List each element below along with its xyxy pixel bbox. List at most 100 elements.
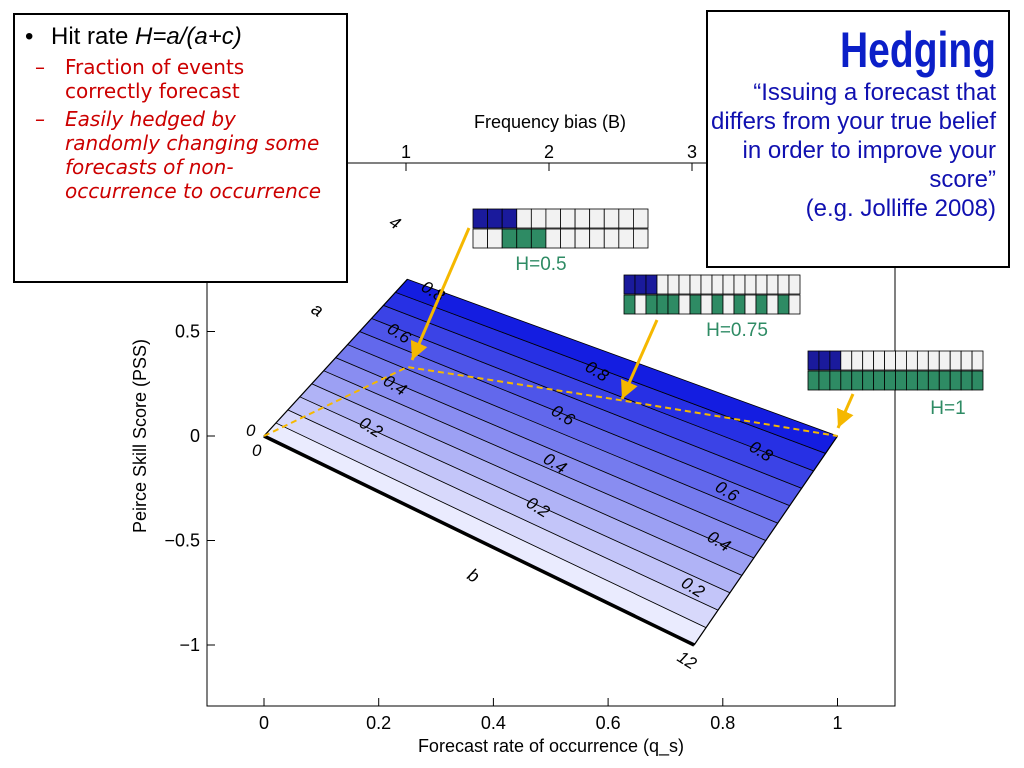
hedging-quote: “Issuing a forecast that differs from yo… — [710, 79, 996, 193]
top-tick-label: 3 — [687, 142, 697, 162]
panel-cell-top — [733, 274, 746, 295]
panel-cell-bottom — [574, 228, 591, 249]
panel-cell-bottom — [884, 370, 896, 391]
panel-cell-top — [777, 274, 790, 295]
panel-cell-bottom — [501, 228, 518, 249]
panel-cell-top — [634, 274, 647, 295]
panel-cell-top — [971, 350, 984, 371]
panel-cell-top — [656, 274, 669, 295]
panel-cell-top — [645, 274, 658, 295]
panel-cell-bottom — [949, 370, 962, 391]
panel-cell-bottom — [618, 228, 634, 249]
top-axis-label: Frequency bias (B) — [474, 112, 626, 132]
panel-cell-top — [927, 350, 940, 371]
corner-label-b: b — [464, 564, 483, 586]
sub-bullet-1: – Fraction of events correctly forecast — [25, 55, 336, 103]
panel-cell-bottom — [766, 294, 779, 315]
panel-cell-top — [862, 350, 875, 371]
panel-cell-top — [722, 274, 735, 295]
panel-cell-bottom — [516, 228, 532, 249]
panel-cell-top — [851, 350, 864, 371]
panel-cell-bottom — [788, 294, 801, 315]
sub-bullet-2: – Easily hedged by randomly changing some… — [25, 107, 336, 203]
panel-cell-bottom — [916, 370, 929, 391]
forecast-panel: H=1 — [807, 350, 984, 419]
panel-cell-top — [873, 350, 885, 371]
panel-cell-bottom — [927, 370, 940, 391]
corner-label-four: 4 — [386, 212, 404, 233]
panel-cell-bottom — [755, 294, 768, 315]
panel-cell-top — [516, 208, 532, 229]
panel-cell-bottom — [603, 228, 620, 249]
x-tick-label: 0.8 — [710, 713, 735, 733]
panel-cell-top — [711, 274, 724, 295]
forecast-panel: H=0.5 — [472, 208, 649, 275]
edge-left — [263, 278, 408, 437]
panel-cell-top — [949, 350, 962, 371]
forecast-panel: H=0.75 — [623, 274, 801, 341]
panel-cell-top — [589, 208, 605, 229]
panel-cell-top — [938, 350, 951, 371]
panel-cell-top — [472, 208, 488, 229]
corner-label-a: a — [308, 298, 327, 320]
panel-cell-bottom — [711, 294, 724, 315]
contour-bands — [263, 278, 839, 646]
panel-cell-bottom — [862, 370, 875, 391]
panel-cell-bottom — [744, 294, 757, 315]
hedging-title: Hedging — [840, 22, 996, 78]
panel-cell-bottom — [906, 370, 918, 391]
top-tick-label: 2 — [544, 142, 554, 162]
corner-label-twelve: 12 — [674, 647, 701, 673]
panel-cell-top — [766, 274, 779, 295]
panel-cell-bottom — [829, 370, 842, 391]
panel-cell-top — [960, 350, 973, 371]
panel-cell-top — [700, 274, 713, 295]
y-tick-label: −0.5 — [164, 531, 200, 551]
panel-cell-top — [678, 274, 691, 295]
panel-cell-top — [545, 208, 561, 229]
panel-cell-top — [755, 274, 768, 295]
panel-cell-bottom — [807, 370, 820, 391]
x-axis-label: Forecast rate of occurrence (q_s) — [418, 736, 684, 757]
panel-cell-top — [689, 274, 702, 295]
hit-rate-formula: H=a/(a+c) — [135, 23, 242, 50]
bullet-icon: • — [25, 23, 34, 50]
panel-cell-bottom — [733, 294, 746, 315]
panel-cell-bottom — [645, 294, 658, 315]
corner-label-zero-bottom: 0 — [252, 441, 262, 460]
panel-cell-top — [530, 208, 547, 229]
panel-cell-bottom — [633, 228, 649, 249]
panel-cell-bottom — [700, 294, 713, 315]
x-tick-label: 1 — [832, 713, 842, 733]
panel-cell-bottom — [656, 294, 669, 315]
hit-rate-prefix: Hit rate — [51, 23, 136, 50]
panel-cell-bottom — [634, 294, 647, 315]
x-tick-label: 0.4 — [481, 713, 506, 733]
panel-cell-bottom — [960, 370, 973, 391]
panel-label: H=0.75 — [706, 320, 768, 341]
panel-cell-top — [906, 350, 918, 371]
hedging-path — [263, 365, 838, 437]
sub-bullet-1-text: Fraction of events correctly forecast — [65, 55, 245, 103]
panel-cell-top — [829, 350, 842, 371]
panel-cell-top — [603, 208, 620, 229]
panel-cell-bottom — [667, 294, 680, 315]
panel-cell-bottom — [623, 294, 636, 315]
dash-icon: – — [35, 55, 45, 79]
plot-frame — [206, 162, 896, 707]
panel-cell-bottom — [938, 370, 951, 391]
panel-cell-top — [560, 208, 576, 229]
edge-right — [693, 435, 838, 646]
panel-cell-bottom — [560, 228, 576, 249]
panel-cell-top — [744, 274, 757, 295]
panel-label: H=0.5 — [515, 254, 566, 275]
top-axis: 1 2 3 — [401, 142, 697, 171]
panel-cell-top — [618, 208, 634, 229]
hit-rate-box: • Hit rate H=a/(a+c) – Fraction of events … — [13, 13, 348, 283]
panel-cell-bottom — [678, 294, 691, 315]
y-axis-label: Peirce Skill Score (PSS) — [130, 339, 150, 533]
panel-cell-bottom — [851, 370, 864, 391]
dash-icon: – — [35, 107, 45, 131]
panel-cell-top — [884, 350, 896, 371]
y-tick-label: −1 — [179, 635, 200, 655]
